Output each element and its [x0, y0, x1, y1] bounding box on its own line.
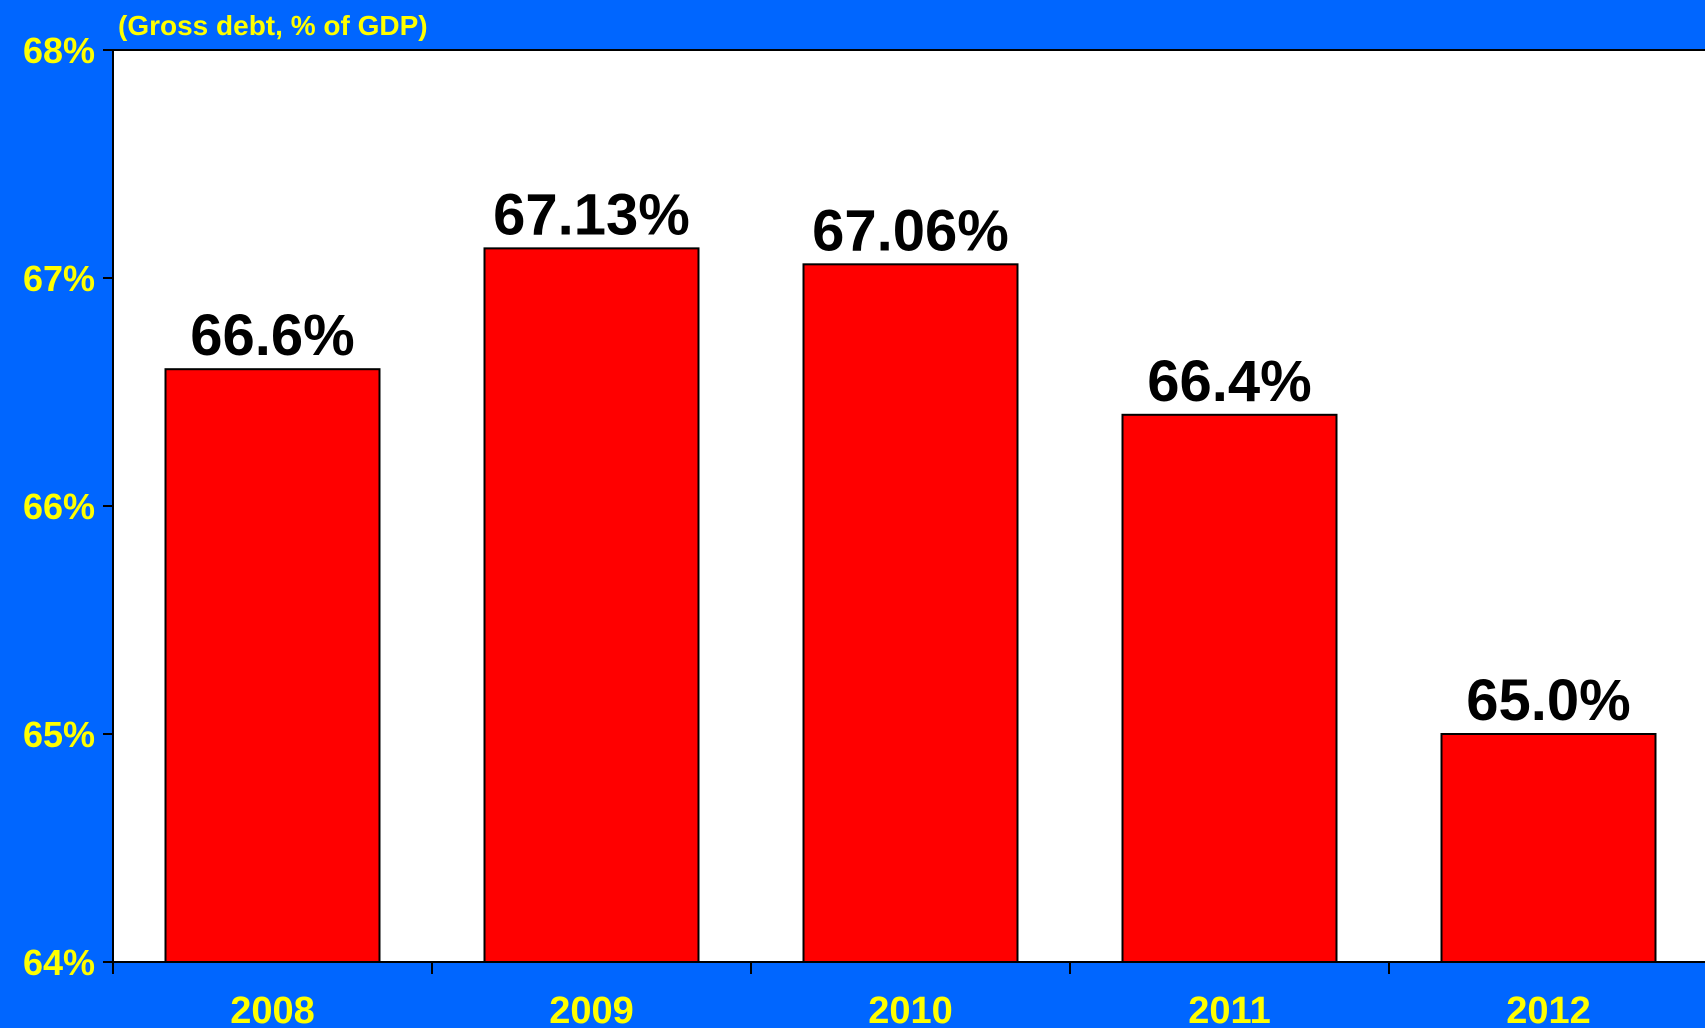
y-tick-label: 66% [23, 486, 95, 527]
data-label-2010: 67.06% [812, 198, 1009, 263]
data-label-2008: 66.6% [190, 303, 354, 368]
bar-2008 [164, 368, 381, 963]
bars-layer [164, 247, 1657, 964]
y-tick-label: 65% [23, 714, 95, 755]
y-tick-label: 64% [23, 942, 95, 983]
x-tick-label-2010: 2010 [868, 990, 953, 1028]
y-tick-label: 68% [23, 30, 95, 71]
data-label-2012: 65.0% [1466, 668, 1630, 733]
x-tick-label-2008: 2008 [230, 990, 315, 1028]
x-tick-label-2012: 2012 [1506, 990, 1591, 1028]
chart-subtitle: (Gross debt, % of GDP) [118, 10, 428, 41]
x-tick-label-2009: 2009 [549, 990, 634, 1028]
bar-2012 [1440, 733, 1657, 963]
x-tick-label-2011: 2011 [1188, 990, 1270, 1028]
data-labels-layer: 66.6% 67.13% 67.06% 66.4% 65.0% [190, 182, 1630, 733]
bar-2009 [483, 247, 700, 964]
data-label-2011: 66.4% [1147, 349, 1311, 414]
data-label-2009: 67.13% [493, 182, 690, 247]
bar-2010 [802, 263, 1019, 963]
axes-layer: 64% 65% 66% 67% 68% 2008 2009 2010 2011 2012 [23, 30, 1705, 1028]
y-tick-label: 67% [23, 258, 95, 299]
bar-2011 [1121, 413, 1338, 963]
